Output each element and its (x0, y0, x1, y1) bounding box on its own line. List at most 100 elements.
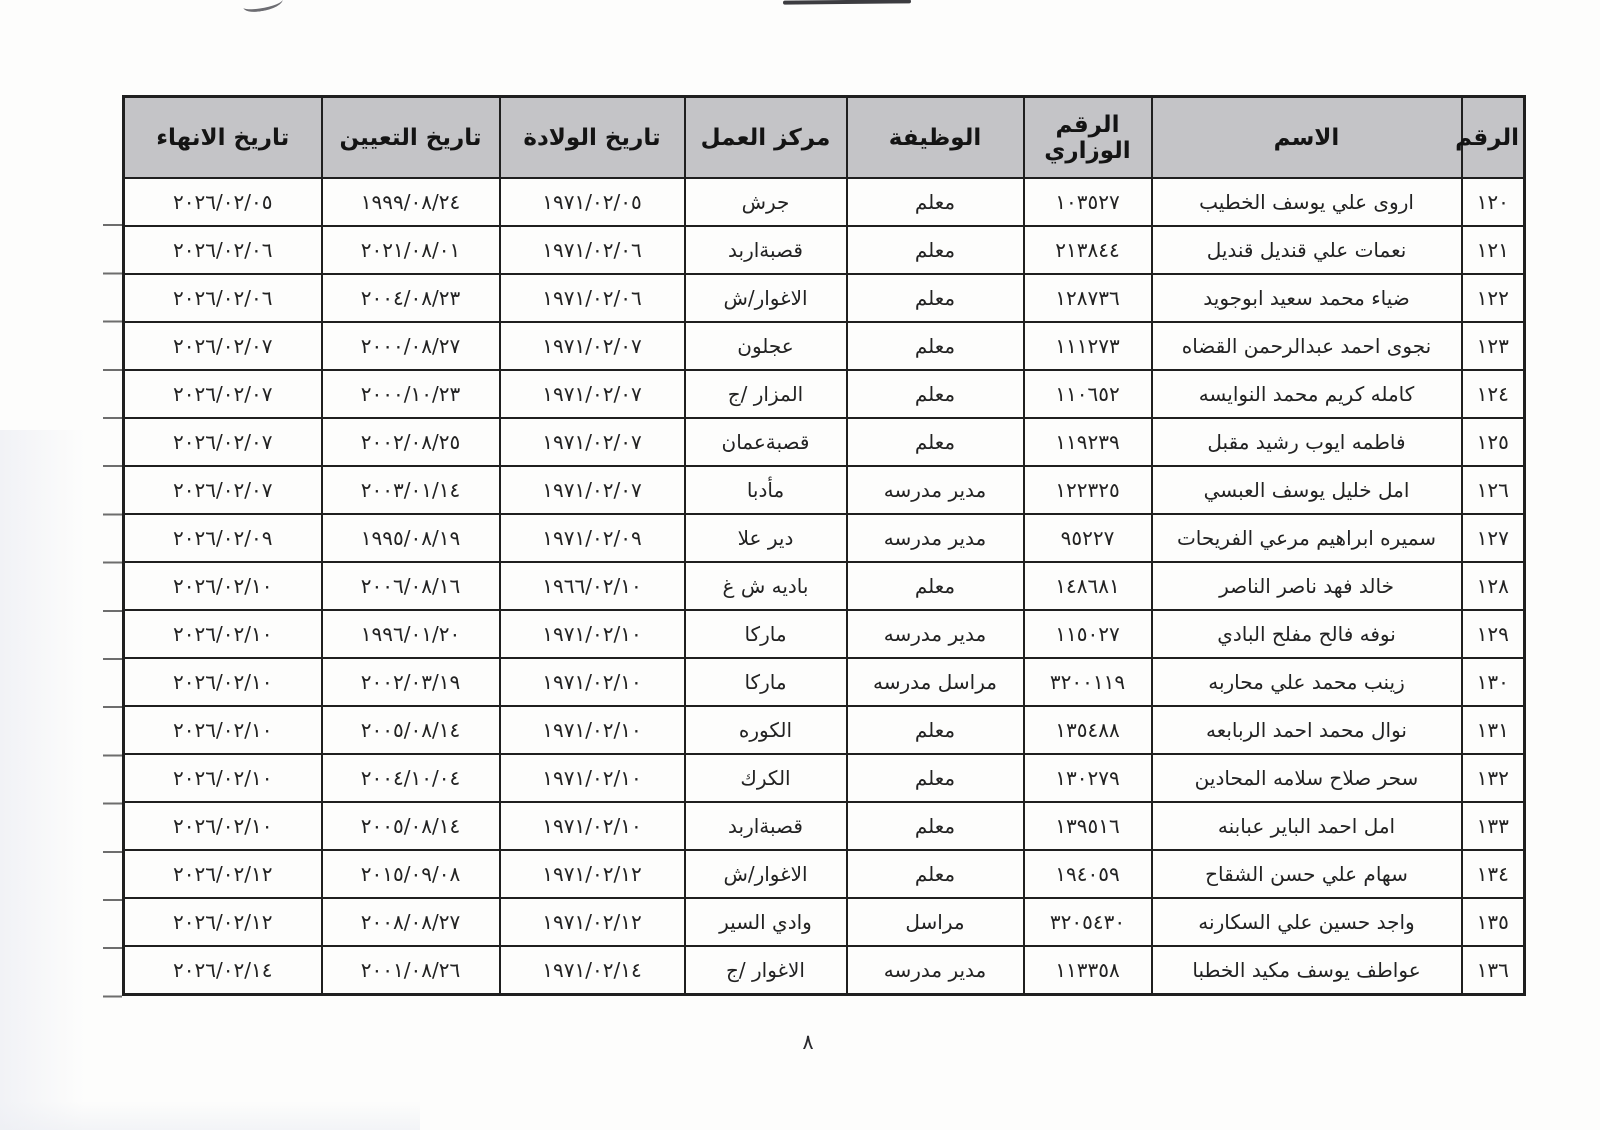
cell-ministry-number: ١١٣٣٥٨ (1022, 945, 1153, 996)
cell-birth-date: ١٩٧١/٠٢/٠٧ (498, 321, 686, 371)
cell-birth-date: ١٩٧١/٠٢/١٠ (498, 609, 686, 659)
cell-appointment-date: ٢٠٠٢/٠٣/١٩ (320, 657, 501, 707)
table-row: ١٣٢ سحر صلاح سلامه المحادين ١٣٠٢٧٩ معلم … (122, 753, 1526, 803)
column-header-ministry-number: الرقم الوزاري (1022, 95, 1153, 179)
cell-birth-date: ١٩٦٦/٠٢/١٠ (498, 561, 686, 611)
cell-ministry-number: ١١٥٠٢٧ (1022, 609, 1153, 659)
table-row: ١٣٣ امل احمد الباير عبابنه ١٣٩٥١٦ معلم ق… (122, 801, 1526, 851)
cell-ministry-number: ١١٠٦٥٢ (1022, 369, 1153, 419)
cell-job-title: معلم (845, 561, 1025, 611)
cell-ministry-number: ١٩٤٠٥٩ (1022, 849, 1153, 899)
cell-end-date: ٢٠٢٦/٠٢/٠٧ (122, 321, 323, 371)
cell-work-center: الاغوار /ج (683, 945, 848, 996)
page-number: ٨ (802, 1030, 814, 1054)
cell-ministry-number: ٣٢٠٥٤٣٠ (1022, 897, 1153, 947)
cell-row-number: ١٢١ (1460, 225, 1526, 275)
cell-appointment-date: ٢٠٠٣/٠١/١٤ (320, 465, 501, 515)
cell-row-number: ١٣٥ (1460, 897, 1526, 947)
cell-job-title: مدير مدرسه (845, 465, 1025, 515)
cell-employee-name: سهام علي حسن الشقاح (1150, 849, 1463, 899)
column-header-end-date: تاريخ الانهاء (122, 95, 323, 179)
cell-ministry-number: ١٢٨٧٣٦ (1022, 273, 1153, 323)
cell-end-date: ٢٠٢٦/٠٢/١٢ (122, 897, 323, 947)
cell-appointment-date: ١٩٩٦/٠١/٢٠ (320, 609, 501, 659)
cell-end-date: ٢٠٢٦/٠٢/٠٥ (122, 177, 323, 227)
cell-work-center: وادي السير (683, 897, 848, 947)
scan-shadow-left (0, 430, 100, 1130)
table-row: ١٢٢ ضياء محمد سعيد ابوجويد ١٢٨٧٣٦ معلم ا… (122, 273, 1526, 323)
cell-appointment-date: ٢٠٠٠/١٠/٢٣ (320, 369, 501, 419)
cell-end-date: ٢٠٢٦/٠٢/١٠ (122, 801, 323, 851)
cell-end-date: ٢٠٢٦/٠٢/١٠ (122, 753, 323, 803)
cell-work-center: ماركا (683, 657, 848, 707)
cell-job-title: مدير مدرسه (845, 513, 1025, 563)
cell-job-title: معلم (845, 849, 1025, 899)
table-row: ١٢١ نعمات علي قنديل قنديل ٢١٣٨٤٤ معلم قص… (122, 225, 1526, 275)
cell-work-center: قصبةاربد (683, 225, 848, 275)
table-row: ١٢٤ كامله كريم محمد النوايسه ١١٠٦٥٢ معلم… (122, 369, 1526, 419)
cell-birth-date: ١٩٧١/٠٢/٠٧ (498, 417, 686, 467)
cell-appointment-date: ٢٠٠٥/٠٨/١٤ (320, 801, 501, 851)
table-row: ١٣٥ واجد حسين علي السكارنه ٣٢٠٥٤٣٠ مراسل… (122, 897, 1526, 947)
cell-birth-date: ١٩٧١/٠٢/١٠ (498, 705, 686, 755)
cell-work-center: مأدبا (683, 465, 848, 515)
cell-appointment-date: ٢٠٠١/٠٨/٢٦ (320, 945, 501, 996)
column-header-appointment-date: تاريخ التعيين (320, 95, 501, 179)
cell-job-title: معلم (845, 417, 1025, 467)
cell-employee-name: عواطف يوسف مكيد الخطبا (1150, 945, 1463, 996)
cell-job-title: معلم (845, 753, 1025, 803)
cell-row-number: ١٣٣ (1460, 801, 1526, 851)
cell-employee-name: نوفه فالح مفلح البادي (1150, 609, 1463, 659)
table-row: ١٢٩ نوفه فالح مفلح البادي ١١٥٠٢٧ مدير مد… (122, 609, 1526, 659)
table-row: ١٢٦ امل خليل يوسف العبسي ١٢٢٣٢٥ مدير مدر… (122, 465, 1526, 515)
cell-ministry-number: ١٢٢٣٢٥ (1022, 465, 1153, 515)
cell-appointment-date: ٢٠٢١/٠٨/٠١ (320, 225, 501, 275)
table-row: ١٣٦ عواطف يوسف مكيد الخطبا ١١٣٣٥٨ مدير م… (122, 945, 1526, 996)
cell-work-center: الاغوار/ش (683, 849, 848, 899)
cell-end-date: ٢٠٢٦/٠٢/١٤ (122, 945, 323, 996)
cell-ministry-number: ١٣٥٤٨٨ (1022, 705, 1153, 755)
cell-work-center: ماركا (683, 609, 848, 659)
table-row: ١٢٨ خالد فهد ناصر الناصر ١٤٨٦٨١ معلم باد… (122, 561, 1526, 611)
cell-appointment-date: ٢٠٠٠/٠٨/٢٧ (320, 321, 501, 371)
cell-employee-name: سميره ابراهيم مرعي الفريحات (1150, 513, 1463, 563)
cell-ministry-number: ٢١٣٨٤٤ (1022, 225, 1153, 275)
cell-end-date: ٢٠٢٦/٠٢/٠٧ (122, 369, 323, 419)
cell-appointment-date: ٢٠٠٢/٠٨/٢٥ (320, 417, 501, 467)
cell-birth-date: ١٩٧١/٠٢/١٢ (498, 897, 686, 947)
cell-appointment-date: ٢٠١٥/٠٩/٠٨ (320, 849, 501, 899)
cell-row-number: ١٢٥ (1460, 417, 1526, 467)
cell-row-number: ١٢٧ (1460, 513, 1526, 563)
cell-work-center: قصبةاربد (683, 801, 848, 851)
cell-employee-name: امل خليل يوسف العبسي (1150, 465, 1463, 515)
cell-end-date: ٢٠٢٦/٠٢/١٠ (122, 609, 323, 659)
cell-appointment-date: ٢٠٠٤/١٠/٠٤ (320, 753, 501, 803)
cell-employee-name: نجوى احمد عبدالرحمن القضاه (1150, 321, 1463, 371)
cell-job-title: معلم (845, 273, 1025, 323)
cell-end-date: ٢٠٢٦/٠٢/٠٧ (122, 465, 323, 515)
table-row: ١٣٤ سهام علي حسن الشقاح ١٩٤٠٥٩ معلم الاغ… (122, 849, 1526, 899)
cell-employee-name: سحر صلاح سلامه المحادين (1150, 753, 1463, 803)
cell-ministry-number: ١١٩٢٣٩ (1022, 417, 1153, 467)
cell-end-date: ٢٠٢٦/٠٢/١٠ (122, 657, 323, 707)
cell-row-number: ١٣١ (1460, 705, 1526, 755)
cell-birth-date: ١٩٧١/٠٢/١٠ (498, 801, 686, 851)
cell-row-number: ١٣٦ (1460, 945, 1526, 996)
cell-job-title: معلم (845, 705, 1025, 755)
cell-end-date: ٢٠٢٦/٠٢/١٠ (122, 561, 323, 611)
cell-job-title: مراسل (845, 897, 1025, 947)
cell-birth-date: ١٩٧١/٠٢/١٠ (498, 753, 686, 803)
cell-ministry-number: ٣٢٠٠١١٩ (1022, 657, 1153, 707)
cell-appointment-date: ٢٠٠٥/٠٨/١٤ (320, 705, 501, 755)
cell-birth-date: ١٩٧١/٠٢/١٤ (498, 945, 686, 996)
cell-birth-date: ١٩٧١/٠٢/٠٧ (498, 465, 686, 515)
cell-row-number: ١٢٨ (1460, 561, 1526, 611)
scan-artifact-corner-mark (242, 0, 284, 14)
column-header-job: الوظيفة (845, 95, 1025, 179)
cell-ministry-number: ١٠٣٥٢٧ (1022, 177, 1153, 227)
cell-employee-name: كامله كريم محمد النوايسه (1150, 369, 1463, 419)
cell-employee-name: اروى علي يوسف الخطيب (1150, 177, 1463, 227)
cell-work-center: الكوره (683, 705, 848, 755)
cell-end-date: ٢٠٢٦/٠٢/٠٧ (122, 417, 323, 467)
